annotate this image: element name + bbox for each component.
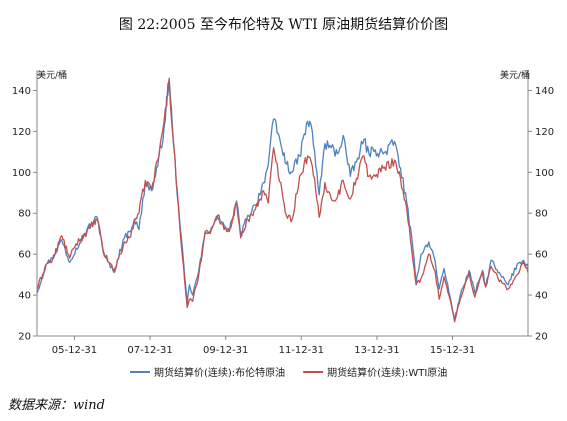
legend: 期货结算价(连续):布伦特原油 期货结算价(连续):WTI原油 (130, 366, 447, 379)
x-tick-label: 15-12-31 (430, 345, 475, 356)
y-tick-label-left: 80 (18, 209, 31, 220)
y-tick-label-left: 100 (12, 168, 31, 179)
y-unit-right: 美元/桶 (500, 69, 530, 81)
y-tick-label-right: 120 (535, 127, 554, 138)
y-tick-label-right: 100 (535, 168, 554, 179)
series-layer (36, 77, 529, 323)
y-tick-label-right: 80 (535, 209, 548, 220)
x-tick-label: 05-12-31 (52, 345, 97, 356)
y-tick-label-right: 140 (535, 86, 554, 97)
y-tick-label-right: 60 (535, 250, 548, 261)
y-tick-label-left: 40 (18, 291, 31, 302)
y-tick-label-left: 120 (12, 127, 31, 138)
y-tick-label-left: 20 (18, 332, 31, 343)
x-tick-label: 09-12-31 (203, 345, 248, 356)
y-tick-label-left: 60 (18, 250, 31, 261)
legend-item-1: 期货结算价(连续):布伦特原油 (130, 366, 285, 379)
page-title: 图 22:2005 至今布伦特及 WTI 原油期货结算价价图 (118, 17, 449, 33)
series-line-2 (36, 79, 529, 323)
y-ticks-right: 20 40 60 80 100 120 140 (528, 86, 554, 343)
y-unit-left: 美元/桶 (37, 69, 67, 81)
x-ticks: 05-12-31 07-12-31 09-12-31 11-12-31 13-12-31… (52, 336, 475, 356)
y-tick-label-right: 40 (535, 291, 548, 302)
x-tick-label: 13-12-31 (354, 345, 399, 356)
legend-item-2: 期货结算价(连续):WTI原油 (303, 366, 447, 379)
y-tick-label-left: 140 (12, 86, 31, 97)
x-tick-label: 11-12-31 (279, 345, 324, 356)
plot-frame (36, 70, 529, 337)
legend-label: 期货结算价(连续):WTI原油 (327, 366, 447, 379)
legend-label: 期货结算价(连续):布伦特原油 (154, 366, 285, 379)
y-tick-label-right: 20 (535, 332, 548, 343)
data-source: 数据来源：wind (8, 398, 105, 413)
y-ticks-left: 20 40 60 80 100 120 140 (12, 86, 37, 343)
x-tick-label: 07-12-31 (127, 345, 172, 356)
